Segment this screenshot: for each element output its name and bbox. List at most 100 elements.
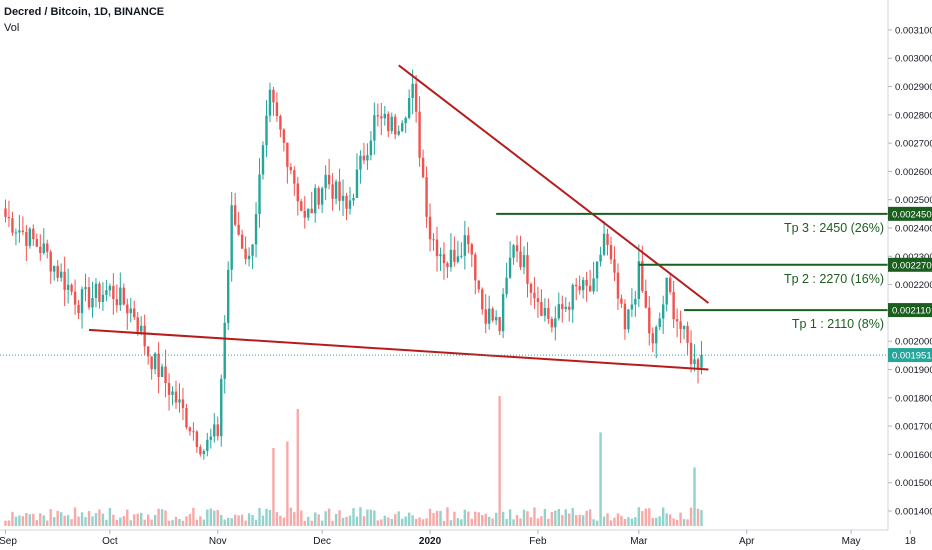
volume-bar xyxy=(275,512,279,526)
volume-bar xyxy=(470,518,473,526)
candle-body xyxy=(240,234,244,249)
candle-body xyxy=(609,245,613,260)
volume-bar xyxy=(167,520,171,526)
volume-bar xyxy=(689,507,693,526)
volume-bar xyxy=(133,514,136,526)
volume-bar xyxy=(327,508,331,526)
volume-bar xyxy=(651,517,654,526)
candle-body xyxy=(359,155,362,170)
volume-bar xyxy=(101,513,105,526)
candle-body xyxy=(21,230,25,232)
candle-body xyxy=(140,325,143,332)
volume-bar xyxy=(70,519,73,526)
candle-body xyxy=(568,306,571,310)
candle-body xyxy=(233,205,237,225)
volume-bar xyxy=(206,509,209,526)
volume-bar xyxy=(428,508,432,526)
volume-bar xyxy=(66,515,70,526)
volume-bar xyxy=(686,519,689,526)
volume-bar xyxy=(432,512,435,526)
candle-body xyxy=(279,116,282,130)
volume-bar xyxy=(265,508,268,526)
time-tick-label: Sep xyxy=(0,536,17,547)
volume-bar xyxy=(668,514,672,526)
volume-bar xyxy=(216,510,219,526)
volume-bar xyxy=(477,512,480,526)
time-tick-label: Apr xyxy=(739,536,755,547)
volume-label: Vol xyxy=(4,22,20,34)
candle-body xyxy=(467,235,470,245)
volume-bar xyxy=(150,519,153,526)
volume-bar xyxy=(21,516,25,526)
candle-body xyxy=(498,317,501,332)
candle-body xyxy=(366,155,369,161)
candle-body xyxy=(32,228,35,240)
volume-bar xyxy=(407,512,411,526)
candle-body xyxy=(453,249,456,262)
candle-body xyxy=(133,308,136,318)
candle-body xyxy=(167,382,171,395)
volume-bar xyxy=(42,515,45,526)
volume-bar xyxy=(383,515,386,526)
volume-bar xyxy=(442,520,446,526)
candle-body xyxy=(275,102,279,117)
volume-bar xyxy=(387,517,390,526)
candle-body xyxy=(682,325,686,330)
volume-bar xyxy=(693,467,696,526)
candle-body xyxy=(658,318,661,327)
volume-bar xyxy=(119,517,122,526)
volume-bar xyxy=(529,517,533,526)
candle-body xyxy=(501,294,505,332)
last-price-badge xyxy=(888,348,932,363)
volume-bar xyxy=(247,513,251,526)
last-price-label: 0.001951 xyxy=(892,351,932,362)
volume-bar xyxy=(547,518,550,526)
candle-body xyxy=(488,308,491,324)
volume-bar xyxy=(348,515,352,526)
volume-bar xyxy=(662,507,665,526)
volume-bar xyxy=(616,513,620,526)
volume-bar xyxy=(310,520,313,526)
candle-body xyxy=(693,359,696,365)
chart-title: Decred / Bitcoin, 1D, BINANCE xyxy=(4,6,165,18)
candle-body xyxy=(202,450,206,455)
volume-bar xyxy=(700,509,703,526)
candle-body xyxy=(87,287,91,308)
candle-body xyxy=(554,318,557,328)
candle-body xyxy=(672,291,675,320)
candle-body xyxy=(522,255,526,268)
price-tick-label: 0.001500 xyxy=(895,478,932,489)
volume-bar xyxy=(4,520,7,526)
volume-bar xyxy=(202,519,206,526)
volume-bar xyxy=(425,518,428,526)
volume-bar xyxy=(665,513,668,526)
volume-bar xyxy=(157,508,160,526)
price-tick-label: 0.002400 xyxy=(895,224,932,235)
time-tick-label: Nov xyxy=(209,536,227,547)
candle-body xyxy=(571,284,574,310)
volume-bar xyxy=(268,509,272,526)
candle-body xyxy=(474,254,477,281)
volume-bar xyxy=(87,511,91,526)
volume-bar xyxy=(595,520,599,526)
volume-bar xyxy=(644,508,647,526)
candle-body xyxy=(112,285,115,300)
candle-body xyxy=(432,239,435,241)
candle-body xyxy=(602,233,606,255)
candle-body xyxy=(223,322,226,379)
volume-bar xyxy=(554,510,557,526)
candle-body xyxy=(7,216,11,219)
candle-body xyxy=(59,271,63,278)
volume-bar xyxy=(18,515,21,526)
volume-bar xyxy=(421,519,425,526)
volume-bar xyxy=(53,517,56,526)
candle-body xyxy=(481,289,484,310)
volume-bar xyxy=(94,513,98,526)
candle-body xyxy=(439,254,442,257)
candle-body xyxy=(425,177,428,217)
candle-body xyxy=(616,272,620,299)
candle-body xyxy=(595,261,599,279)
volume-bar xyxy=(213,510,216,526)
candle-body xyxy=(561,304,564,309)
